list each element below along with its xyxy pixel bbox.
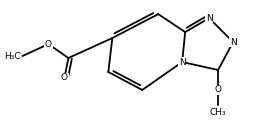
Text: CH₃: CH₃ [210, 108, 226, 117]
Text: N: N [230, 38, 236, 47]
Text: O: O [215, 85, 222, 94]
Text: O: O [61, 73, 68, 82]
Text: O: O [45, 40, 52, 49]
Text: N: N [206, 14, 213, 23]
Text: H₃C: H₃C [4, 51, 20, 61]
Text: N: N [179, 57, 186, 66]
